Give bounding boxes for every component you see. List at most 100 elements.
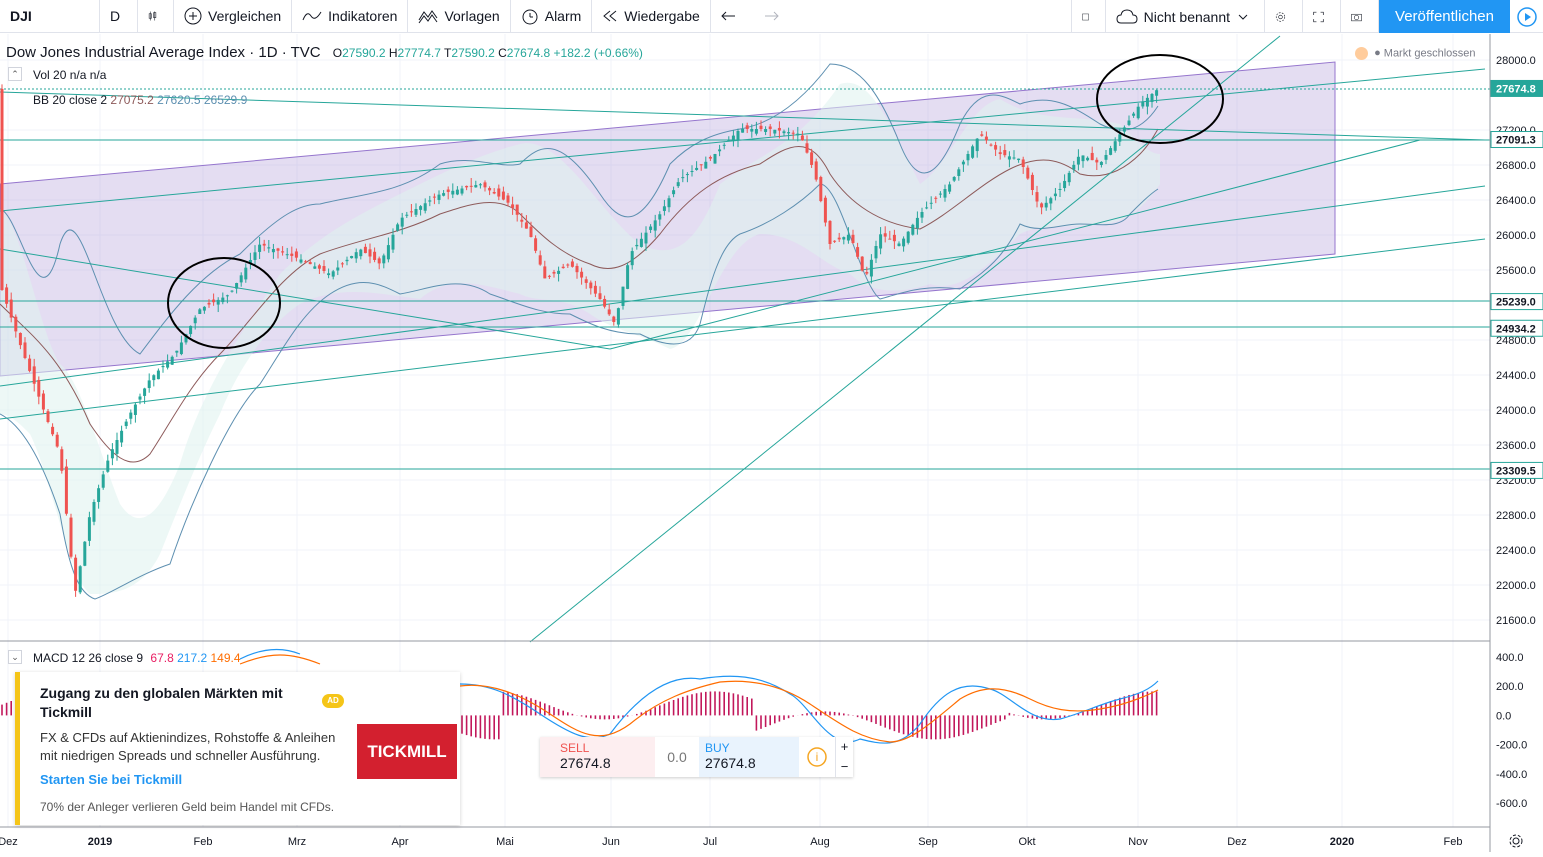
candle-body bbox=[1132, 113, 1136, 116]
candle-body bbox=[110, 449, 114, 459]
layout-menu[interactable]: Nicht benannt bbox=[1106, 0, 1266, 33]
undo-button[interactable] bbox=[711, 0, 753, 33]
candle-body bbox=[83, 541, 87, 566]
price-tick-label: 26400.0 bbox=[1496, 195, 1536, 207]
fullscreen-button[interactable] bbox=[1303, 0, 1342, 33]
redo-button[interactable] bbox=[753, 0, 795, 33]
low-label: T bbox=[444, 46, 452, 60]
chart-type-button[interactable] bbox=[138, 0, 174, 33]
macd-legend: MACD 12 26 close 9 67.8 217.2 149.4 bbox=[33, 651, 241, 665]
candle-body bbox=[966, 154, 970, 161]
candle-body bbox=[616, 308, 620, 325]
increase-button[interactable]: + bbox=[840, 739, 849, 754]
macd-signal-value: 149.4 bbox=[210, 651, 241, 665]
macd-label: MACD 12 26 close 9 bbox=[33, 651, 144, 665]
candle-body bbox=[400, 217, 404, 227]
chart-area[interactable]: 28000.0 27200.0 26800.0 26400.0 26000.0 25600… bbox=[0, 34, 1543, 852]
decrease-button[interactable]: − bbox=[840, 759, 849, 774]
snapshot-button[interactable] bbox=[1341, 0, 1380, 33]
candle-body bbox=[1145, 97, 1149, 107]
symbol-search[interactable]: DJI bbox=[0, 0, 100, 33]
price-tag-box bbox=[1490, 461, 1543, 479]
candle-body bbox=[1122, 127, 1126, 132]
candle-body bbox=[929, 202, 933, 204]
trade-info-button[interactable]: i bbox=[799, 737, 835, 777]
buy-button[interactable]: BUY 27674.8 bbox=[699, 737, 799, 777]
price-tag-box bbox=[1490, 79, 1543, 97]
collapse-legend-button[interactable]: ⌃ bbox=[8, 67, 22, 81]
plus-circle-icon bbox=[184, 7, 202, 25]
price-chart[interactable]: 28000.027200.026800.026400.026000.025600… bbox=[0, 34, 1543, 852]
candle-body bbox=[51, 426, 55, 435]
quantity-stepper: + − bbox=[835, 737, 853, 777]
collapse-macd-button[interactable]: ⌄ bbox=[8, 650, 22, 664]
candle-body bbox=[212, 299, 216, 303]
candle-body bbox=[787, 132, 791, 134]
candle-body bbox=[9, 299, 13, 318]
candle-body bbox=[216, 299, 220, 305]
candle-body bbox=[506, 195, 510, 203]
ad-link[interactable]: Starten Sie bei Tickmill bbox=[40, 772, 183, 787]
candle-body bbox=[373, 251, 377, 260]
candle-body bbox=[235, 283, 239, 289]
candle-body bbox=[1109, 148, 1113, 155]
candle-body bbox=[1118, 134, 1122, 142]
time-settings-button[interactable] bbox=[1508, 833, 1524, 854]
candle-body bbox=[230, 290, 234, 292]
candle-body bbox=[630, 251, 634, 266]
candle-body bbox=[621, 286, 625, 306]
candle-body bbox=[28, 358, 32, 371]
publish-button[interactable]: Veröffentlichen bbox=[1379, 0, 1510, 33]
rewind-icon bbox=[603, 10, 617, 22]
candle-body bbox=[814, 161, 818, 180]
candle-body bbox=[74, 557, 78, 591]
alert-button[interactable]: Alarm bbox=[511, 0, 593, 33]
candle-body bbox=[1026, 167, 1030, 179]
candle-body bbox=[1003, 150, 1007, 156]
templates-button[interactable]: Vorlagen bbox=[408, 0, 511, 33]
candle-body bbox=[129, 412, 133, 419]
candle-body bbox=[161, 366, 165, 368]
candle-body bbox=[1127, 120, 1131, 125]
candle-body bbox=[428, 200, 432, 202]
candle-body bbox=[782, 131, 786, 134]
ad-panel[interactable]: Zugang zu den globalen Märkten mit Tickm… bbox=[15, 672, 460, 825]
time-tick-label: Jul bbox=[703, 836, 717, 848]
open-label: O bbox=[332, 46, 343, 60]
gear-icon bbox=[1275, 11, 1286, 22]
candle-body bbox=[741, 129, 745, 133]
sell-label: SELL bbox=[560, 741, 590, 755]
candle-body bbox=[856, 247, 860, 257]
candle-body bbox=[879, 234, 883, 249]
bollinger-upper bbox=[0, 63, 1159, 355]
candle-body bbox=[253, 252, 257, 260]
interval-label: D bbox=[110, 8, 121, 24]
candle-body bbox=[883, 233, 887, 237]
indicators-button[interactable]: Indikatoren bbox=[292, 0, 409, 33]
indicator-wave-icon bbox=[302, 11, 322, 21]
price-tag-label: 25239.0 bbox=[1496, 297, 1536, 309]
candle-body bbox=[299, 259, 303, 263]
candle-body bbox=[865, 271, 869, 274]
sell-button[interactable]: SELL 27674.8 bbox=[540, 737, 655, 777]
compare-button[interactable]: Vergleichen bbox=[174, 0, 293, 33]
fullscreen-box-button[interactable] bbox=[1070, 0, 1106, 33]
volume-legend: Vol 20 n/a n/a bbox=[33, 68, 106, 82]
candle-body bbox=[442, 193, 446, 196]
tickmill-logo[interactable]: TICKMILL bbox=[357, 724, 457, 779]
candle-body bbox=[106, 460, 110, 472]
candle-body bbox=[1049, 198, 1053, 204]
ad-title: Zugang zu den globalen Märkten mit Tickm… bbox=[40, 685, 283, 720]
settings-button[interactable] bbox=[1265, 0, 1304, 33]
play-button[interactable] bbox=[1510, 0, 1543, 33]
candle-body bbox=[313, 266, 317, 269]
candle-body bbox=[1030, 174, 1034, 190]
publish-label: Veröffentlichen bbox=[1395, 8, 1494, 25]
replay-button[interactable]: Wiedergabe bbox=[592, 0, 711, 33]
candle-body bbox=[179, 342, 183, 355]
interval-button[interactable]: D bbox=[100, 0, 138, 33]
price-tick-label: 22800.0 bbox=[1496, 510, 1536, 522]
candle-body bbox=[796, 133, 800, 136]
candle-body bbox=[892, 234, 896, 242]
candle-body bbox=[1086, 157, 1090, 161]
